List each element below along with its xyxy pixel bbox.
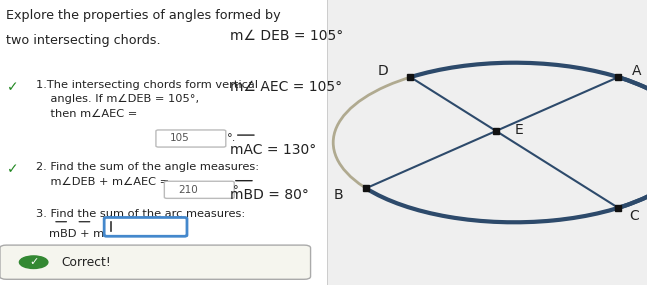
Text: ✓: ✓ bbox=[6, 80, 18, 94]
Text: 105: 105 bbox=[170, 133, 190, 143]
Text: 1.The intersecting chords form vertical
    angles. If m∠DEB = 105°,
    then m∠: 1.The intersecting chords form vertical … bbox=[36, 80, 258, 119]
Text: 3. Find the sum of the arc measures:: 3. Find the sum of the arc measures: bbox=[36, 209, 245, 219]
Text: °: ° bbox=[233, 185, 239, 195]
FancyBboxPatch shape bbox=[164, 181, 234, 198]
Text: 2. Find the sum of the angle measures:
    m∠DEB + m∠AEC =: 2. Find the sum of the angle measures: m… bbox=[36, 162, 259, 187]
Text: C: C bbox=[630, 209, 639, 223]
Text: °.: °. bbox=[226, 133, 236, 143]
Text: Correct!: Correct! bbox=[61, 256, 111, 269]
FancyBboxPatch shape bbox=[156, 130, 226, 147]
Text: two intersecting chords.: two intersecting chords. bbox=[6, 34, 161, 47]
Text: 210: 210 bbox=[178, 185, 198, 195]
Text: mAC = 130°: mAC = 130° bbox=[230, 142, 316, 156]
Text: E: E bbox=[514, 123, 523, 137]
Text: D: D bbox=[378, 64, 389, 78]
FancyBboxPatch shape bbox=[104, 217, 187, 236]
Text: B: B bbox=[334, 188, 344, 202]
Text: ✓: ✓ bbox=[29, 257, 38, 267]
FancyBboxPatch shape bbox=[0, 0, 327, 285]
Text: mBD + mAC =: mBD + mAC = bbox=[49, 229, 132, 239]
Circle shape bbox=[19, 256, 48, 268]
FancyBboxPatch shape bbox=[0, 245, 311, 279]
Text: m∠ DEB = 105°: m∠ DEB = 105° bbox=[230, 28, 343, 42]
Text: Explore the properties of angles formed by: Explore the properties of angles formed … bbox=[6, 9, 281, 22]
Text: ✓: ✓ bbox=[6, 162, 18, 176]
Text: A: A bbox=[631, 64, 641, 78]
Text: mBD = 80°: mBD = 80° bbox=[230, 188, 309, 202]
Text: m∠ AEC = 105°: m∠ AEC = 105° bbox=[230, 80, 342, 94]
